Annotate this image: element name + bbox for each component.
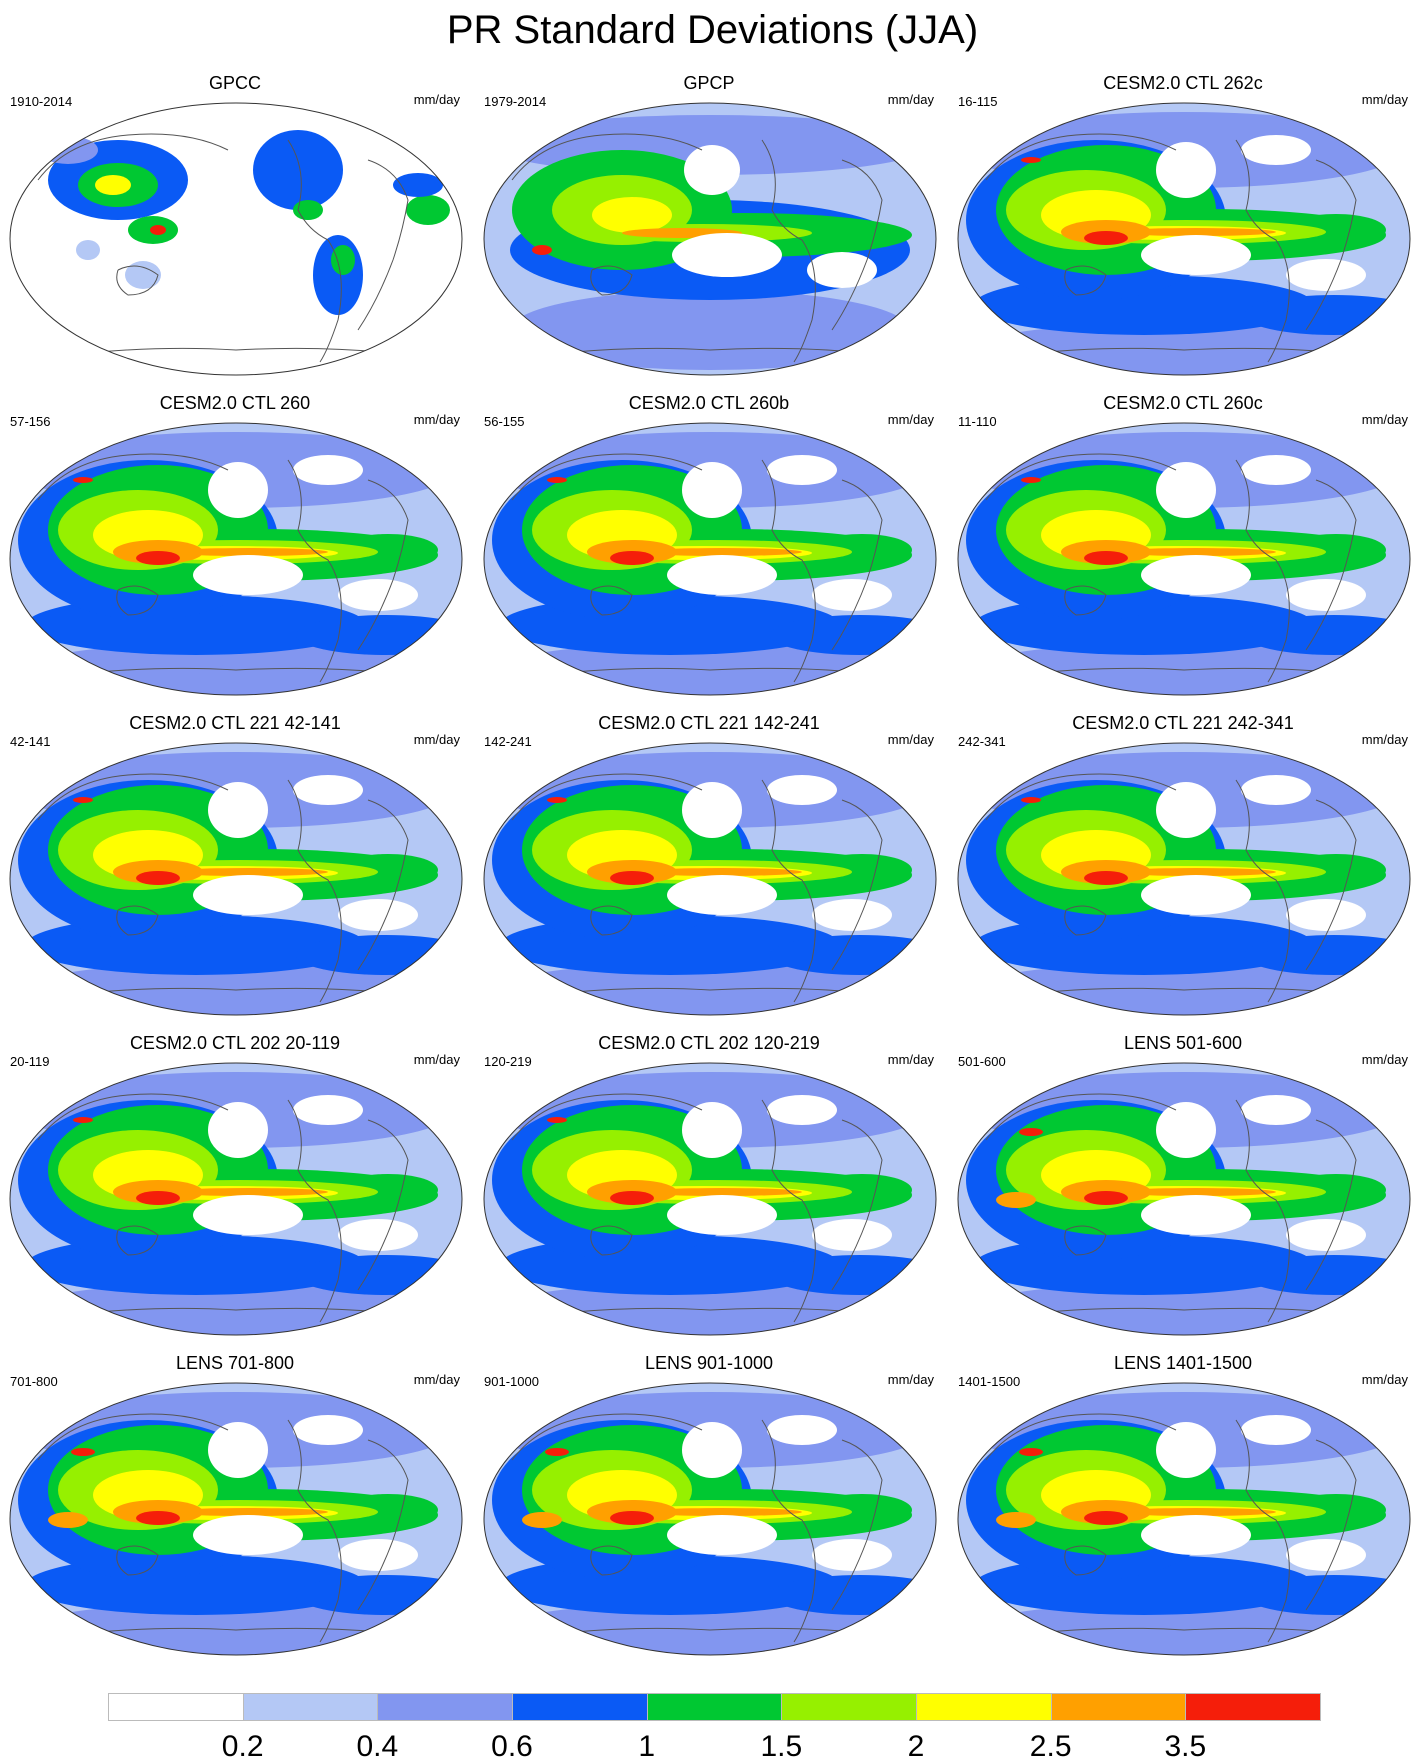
panel-years: 16-115 [958, 94, 998, 109]
colorbar-label: 1.5 [760, 1730, 803, 1763]
panel-title: LENS 501-600 [1123, 1033, 1243, 1053]
panel-units: mm/day [413, 1052, 460, 1067]
panel-years: 242-341 [958, 734, 1006, 749]
world-map [9, 1382, 463, 1656]
panel-title: CESM2.0 CTL 202 20-119 [129, 1033, 341, 1053]
colorbar-segment [646, 1693, 783, 1721]
world-map [483, 1382, 937, 1656]
colorbar [108, 1693, 1322, 1721]
world-map [483, 422, 937, 696]
map-panel: CESM2.0 CTL 202 20-119 20-119 mm/day [0, 1032, 470, 1342]
map-panel: CESM2.0 CTL 260c 11-110 mm/day [948, 392, 1418, 702]
colorbar-segment [108, 1693, 244, 1721]
world-map [9, 102, 463, 376]
panel-units: mm/day [413, 732, 460, 747]
panel-units: mm/day [1361, 92, 1408, 107]
colorbar-segment [512, 1693, 648, 1721]
colorbar-label: 3.5 [1164, 1730, 1207, 1763]
map-panel: CESM2.0 CTL 260 57-156 mm/day [0, 392, 470, 702]
panel-years: 11-110 [958, 414, 997, 429]
panel-title: CESM2.0 CTL 221 242-341 [1072, 713, 1294, 733]
panel-units: mm/day [887, 412, 934, 427]
panel-units: mm/day [887, 92, 934, 107]
map-panel: CESM2.0 CTL 262c 16-115 mm/day [948, 72, 1418, 382]
panel-title: CESM2.0 CTL 260c [1103, 393, 1263, 413]
panel-units: mm/day [413, 1372, 460, 1387]
map-panel: GPCP 1979-2014 mm/day [474, 72, 944, 382]
map-panel: LENS 1401-1500 1401-1500 mm/day [948, 1352, 1418, 1662]
panel-years: 901-1000 [484, 1374, 539, 1389]
colorbar-label: 0.4 [356, 1730, 399, 1763]
map-panel: LENS 501-600 501-600 mm/day [948, 1032, 1418, 1342]
panel-units: mm/day [887, 1052, 934, 1067]
world-map [957, 1382, 1411, 1656]
world-map [957, 422, 1411, 696]
panel-units: mm/day [413, 92, 460, 107]
panel-years: 20-119 [10, 1054, 50, 1069]
panel-years: 56-155 [484, 414, 525, 429]
panel-title: GPCP [683, 73, 735, 93]
world-map [9, 1062, 463, 1336]
panel-units: mm/day [413, 412, 460, 427]
panel-title: LENS 901-1000 [644, 1353, 774, 1373]
panel-years: 142-241 [484, 734, 532, 749]
panel-title: CESM2.0 CTL 202 120-219 [598, 1033, 820, 1053]
panel-title: CESM2.0 CTL 262c [1103, 73, 1263, 93]
panel-units: mm/day [887, 732, 934, 747]
colorbar-label: 1 [638, 1730, 655, 1763]
world-map [483, 1062, 937, 1336]
panel-title: LENS 1401-1500 [1113, 1353, 1253, 1373]
panel-title: CESM2.0 CTL 221 42-141 [129, 713, 341, 733]
colorbar-segment [1050, 1693, 1187, 1721]
map-panel: CESM2.0 CTL 260b 56-155 mm/day [474, 392, 944, 702]
colorbar-segment [1185, 1693, 1322, 1721]
panel-years: 701-800 [10, 1374, 58, 1389]
colorbar-segment [916, 1693, 1052, 1721]
colorbar-label: 2 [907, 1730, 925, 1763]
map-panel: CESM2.0 CTL 221 42-141 42-141 mm/day [0, 712, 470, 1022]
figure-title: PR Standard Deviations (JJA) [446, 8, 979, 52]
panel-title: GPCC [208, 73, 261, 93]
map-panel: CESM2.0 CTL 221 142-241 142-241 mm/day [474, 712, 944, 1022]
panel-units: mm/day [1361, 412, 1408, 427]
panel-years: 57-156 [10, 414, 51, 429]
world-map [957, 1062, 1411, 1336]
panel-title: CESM2.0 CTL 260 [159, 393, 311, 413]
colorbar-label: 0.6 [491, 1730, 533, 1763]
panel-title: CESM2.0 CTL 221 142-241 [598, 713, 820, 733]
map-panel: GPCC 1910-2014 mm/day [0, 72, 470, 382]
colorbar-segment [242, 1693, 379, 1721]
colorbar-segment [781, 1693, 918, 1721]
map-panel: CESM2.0 CTL 202 120-219 120-219 mm/day [474, 1032, 944, 1342]
world-map [483, 102, 937, 376]
panel-years: 42-141 [10, 734, 51, 749]
world-map [9, 422, 463, 696]
colorbar-segment [377, 1693, 514, 1721]
panel-title: CESM2.0 CTL 260b [628, 393, 790, 413]
panel-years: 501-600 [958, 1054, 1006, 1069]
world-map [957, 742, 1411, 1016]
colorbar-label: 0.2 [221, 1730, 264, 1763]
map-panel: LENS 701-800 701-800 mm/day [0, 1352, 470, 1662]
panel-years: 1910-2014 [10, 94, 73, 109]
panel-years: 1401-1500 [958, 1374, 1021, 1389]
world-map [9, 742, 463, 1016]
panel-title: LENS 701-800 [175, 1353, 295, 1373]
panel-units: mm/day [1361, 1052, 1408, 1067]
panel-units: mm/day [1361, 732, 1408, 747]
world-map [957, 102, 1411, 376]
colorbar-label: 2.5 [1029, 1730, 1072, 1763]
panel-units: mm/day [1361, 1372, 1408, 1387]
panel-years: 120-219 [484, 1054, 532, 1069]
panel-years: 1979-2014 [484, 94, 547, 109]
panel-units: mm/day [887, 1372, 934, 1387]
world-map [483, 742, 937, 1016]
map-panel: LENS 901-1000 901-1000 mm/day [474, 1352, 944, 1662]
map-panel: CESM2.0 CTL 221 242-341 242-341 mm/day [948, 712, 1418, 1022]
